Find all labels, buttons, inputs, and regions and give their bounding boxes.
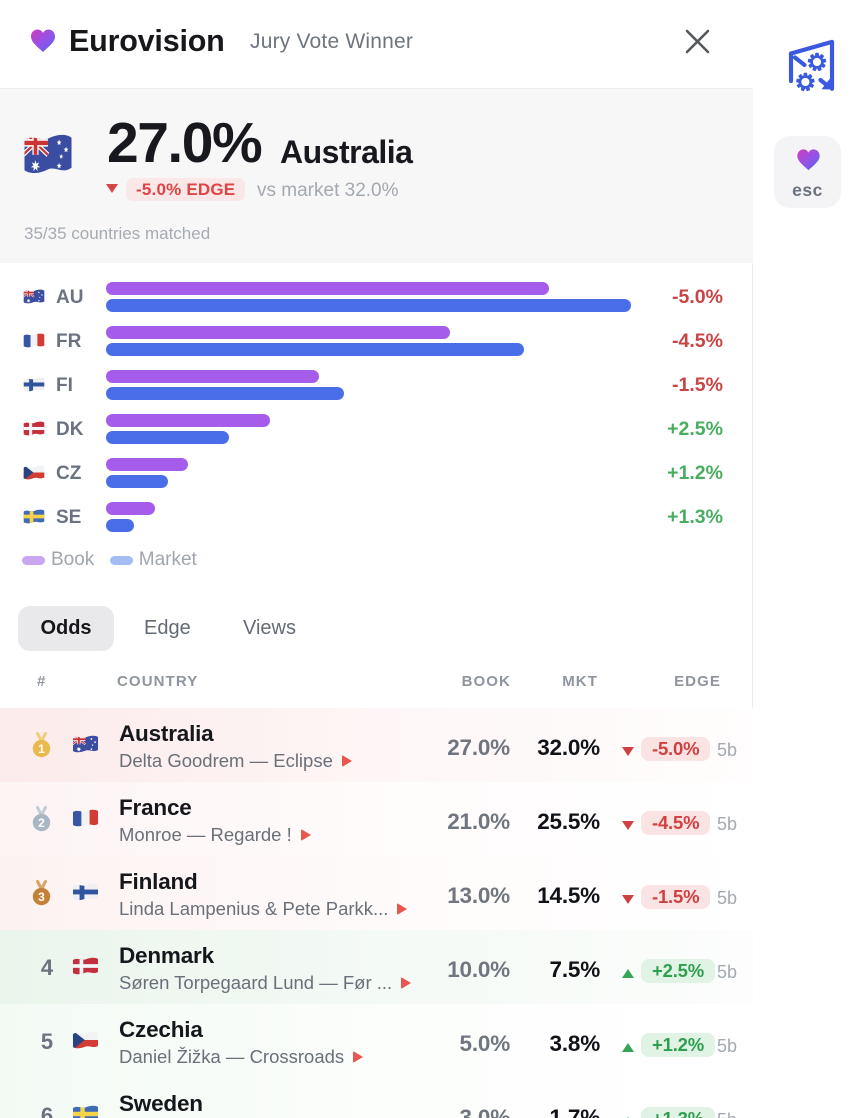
svg-text:3: 3	[38, 890, 45, 904]
svg-text:1: 1	[38, 742, 45, 756]
svg-text:2: 2	[38, 816, 45, 830]
